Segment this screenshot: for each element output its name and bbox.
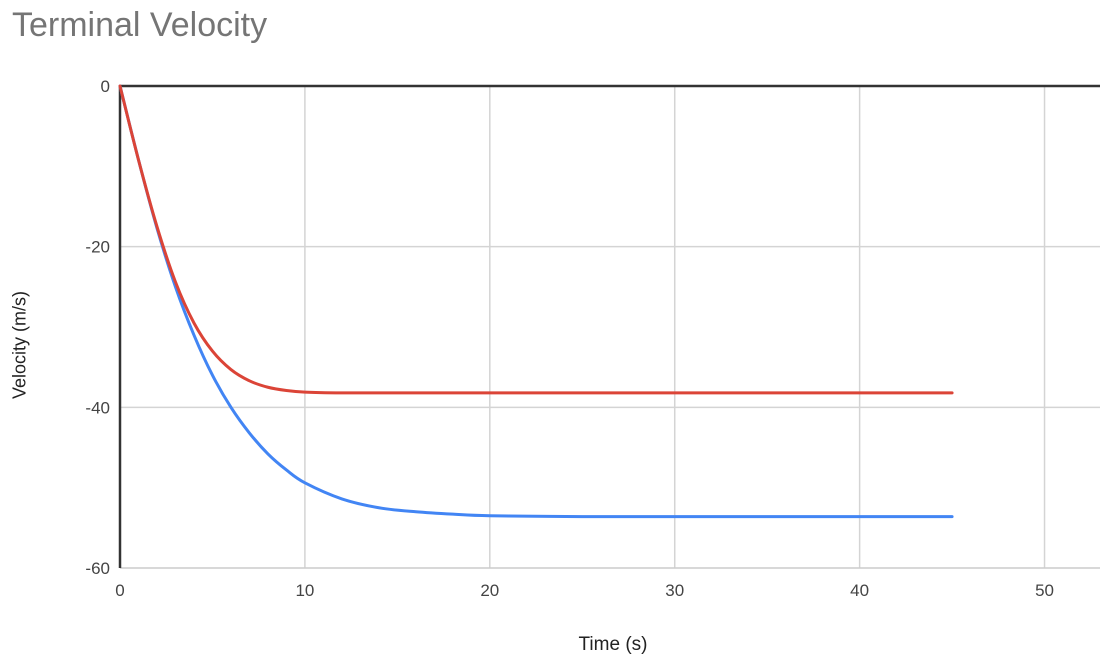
x-tick-label: 20 [480,581,499,600]
y-tick-label: -20 [85,238,110,257]
x-tick-label: 40 [850,581,869,600]
x-axis-label: Time (s) [578,634,648,655]
series-line-1 [118,84,954,519]
y-tick-label: -40 [85,398,110,417]
series-line-2 [118,84,954,395]
x-tick-label: 10 [295,581,314,600]
x-tick-label: 0 [115,581,124,600]
chart-title: Terminal Velocity [12,6,268,44]
x-tick-label: 30 [665,581,684,600]
y-tick-label: 0 [101,77,110,96]
x-tick-label: 50 [1035,581,1054,600]
y-tick-label: -60 [85,559,110,578]
